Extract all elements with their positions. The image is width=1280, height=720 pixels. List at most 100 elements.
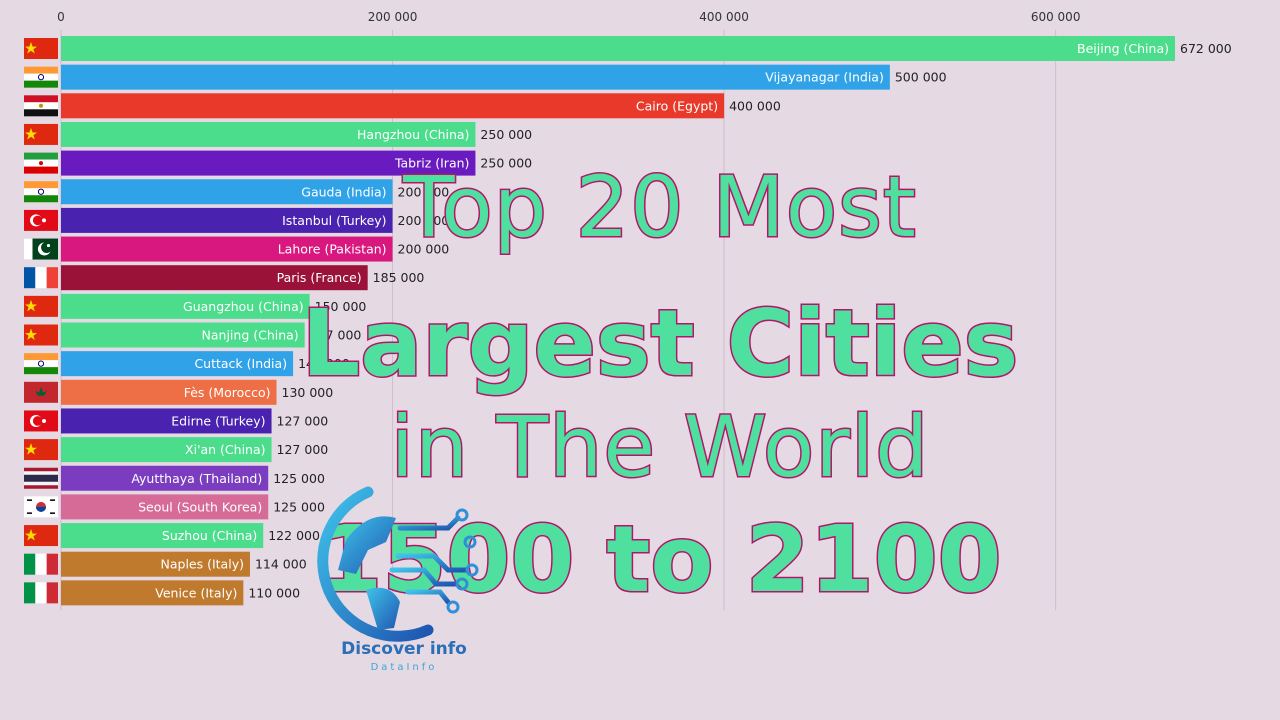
bar-label: Vijayanagar (India) bbox=[765, 70, 884, 85]
flag-italy-icon bbox=[24, 582, 58, 604]
bar-label: Cuttack (India) bbox=[194, 356, 287, 371]
bar-value-label: 200 000 bbox=[398, 184, 450, 199]
bar-label: Seoul (South Korea) bbox=[138, 499, 262, 514]
bar bbox=[61, 93, 725, 119]
bar-value-label: 672 000 bbox=[1180, 41, 1232, 56]
bar bbox=[61, 551, 250, 577]
bar bbox=[61, 121, 476, 147]
x-axis-ticks: 0 200 000 400 000 600 000 bbox=[57, 10, 1080, 24]
bar-value-label: 200 000 bbox=[398, 213, 450, 228]
flag-china-icon bbox=[24, 123, 58, 145]
bar bbox=[61, 494, 269, 520]
bar bbox=[61, 293, 310, 319]
bar-value-label: 125 000 bbox=[273, 471, 325, 486]
bar bbox=[61, 351, 294, 377]
bar-value-label: 140 000 bbox=[298, 356, 350, 371]
bar-value-label: 500 000 bbox=[895, 70, 947, 85]
globe-circuit-logo-icon bbox=[317, 486, 479, 642]
bar-row: Ayutthaya (Thailand) 125 000 bbox=[24, 465, 325, 491]
bar bbox=[61, 379, 277, 405]
flag-china-icon bbox=[24, 525, 58, 547]
bar-label: Ayutthaya (Thailand) bbox=[131, 471, 262, 486]
title-line-4: 1500 to 2100 bbox=[317, 505, 1003, 615]
bar-label: Suzhou (China) bbox=[162, 528, 257, 543]
bar-row: Fès (Morocco) 130 000 bbox=[24, 379, 334, 405]
flag-iran-icon bbox=[24, 152, 58, 174]
bar-row: Istanbul (Turkey) 200 000 bbox=[24, 207, 450, 233]
bar-label: Gauda (India) bbox=[301, 184, 386, 199]
bar bbox=[61, 207, 393, 233]
bar-label: Lahore (Pakistan) bbox=[278, 242, 387, 257]
bar-value-label: 127 000 bbox=[277, 442, 329, 457]
bar-value-label: 127 000 bbox=[277, 413, 329, 428]
bar-label: Naples (Italy) bbox=[161, 557, 244, 572]
bar-value-label: 147 000 bbox=[310, 328, 362, 343]
bar-row: Cuttack (India) 140 000 bbox=[24, 351, 350, 377]
bar bbox=[61, 236, 393, 262]
bar-value-label: 125 000 bbox=[273, 499, 325, 514]
bar-row: Lahore (Pakistan) 200 000 bbox=[24, 236, 449, 262]
bar-label: Guangzhou (China) bbox=[183, 299, 304, 314]
bar bbox=[61, 580, 244, 606]
bar-label: Beijing (China) bbox=[1077, 41, 1169, 56]
bar-value-label: 130 000 bbox=[282, 385, 334, 400]
flag-morocco-icon bbox=[24, 381, 58, 403]
bar-value-label: 185 000 bbox=[373, 270, 425, 285]
bar-row: Vijayanagar (India) 500 000 bbox=[24, 64, 947, 90]
title-line-2: Largest Cities bbox=[300, 289, 1020, 399]
bar-row: Xi'an (China) 127 000 bbox=[24, 437, 329, 463]
flag-turkey-icon bbox=[24, 410, 58, 432]
bar bbox=[61, 408, 272, 434]
bar-row: Paris (France) 185 000 bbox=[24, 265, 425, 291]
bar-value-label: 110 000 bbox=[248, 585, 300, 600]
bar-row: Nanjing (China) 147 000 bbox=[24, 322, 362, 348]
bar bbox=[61, 64, 890, 90]
bar bbox=[61, 150, 476, 176]
bar-row: Naples (Italy) 114 000 bbox=[24, 551, 307, 577]
bar-value-label: 250 000 bbox=[480, 156, 532, 171]
bar-label: Edirne (Turkey) bbox=[171, 413, 265, 428]
bar bbox=[61, 437, 272, 463]
bar-row: Gauda (India) 200 000 bbox=[24, 179, 450, 205]
x-tick-label: 200 000 bbox=[368, 10, 418, 24]
bar-row: Venice (Italy) 110 000 bbox=[24, 580, 300, 606]
title-line-1: Top 20 Most bbox=[402, 157, 918, 258]
bar-label: Nanjing (China) bbox=[202, 328, 299, 343]
x-tick-label: 400 000 bbox=[699, 10, 749, 24]
bar-label: Cairo (Egypt) bbox=[636, 98, 718, 113]
bar-label: Hangzhou (China) bbox=[357, 127, 469, 142]
bar-value-label: 150 000 bbox=[315, 299, 367, 314]
bar-row: Beijing (China) 672 000 bbox=[24, 36, 1232, 61]
flag-china-icon bbox=[24, 38, 58, 59]
flag-egypt-icon bbox=[24, 95, 58, 117]
bar bbox=[61, 36, 1175, 61]
flag-italy-icon bbox=[24, 553, 58, 575]
bar-row: Guangzhou (China) 150 000 bbox=[24, 293, 367, 319]
flag-india-icon bbox=[24, 181, 58, 203]
flag-pakistan-icon bbox=[24, 238, 58, 260]
bar-value-label: 114 000 bbox=[255, 557, 307, 572]
flag-france-icon bbox=[24, 267, 58, 289]
bar-label: Tabriz (Iran) bbox=[394, 156, 469, 171]
bar bbox=[61, 465, 269, 491]
bar-row: Tabriz (Iran) 250 000 bbox=[24, 150, 532, 176]
flag-south-korea-icon bbox=[24, 496, 58, 518]
logo-subtitle: DataInfo bbox=[370, 662, 438, 673]
bar bbox=[61, 322, 305, 348]
bar-label: Xi'an (China) bbox=[185, 442, 266, 457]
bar-label: Fès (Morocco) bbox=[184, 385, 271, 400]
bar bbox=[61, 179, 393, 205]
bar-value-label: 122 000 bbox=[268, 528, 320, 543]
bar-label: Paris (France) bbox=[277, 270, 362, 285]
bar-row: Edirne (Turkey) 127 000 bbox=[24, 408, 329, 434]
flag-china-icon bbox=[24, 324, 58, 346]
flag-india-icon bbox=[24, 66, 58, 88]
bar-row: Cairo (Egypt) 400 000 bbox=[24, 93, 781, 119]
flag-china-icon bbox=[24, 439, 58, 461]
flag-turkey-icon bbox=[24, 209, 58, 231]
bar-value-label: 400 000 bbox=[729, 98, 781, 113]
bar-row: Hangzhou (China) 250 000 bbox=[24, 121, 532, 147]
bar bbox=[61, 265, 368, 291]
bar-label: Venice (Italy) bbox=[155, 585, 237, 600]
